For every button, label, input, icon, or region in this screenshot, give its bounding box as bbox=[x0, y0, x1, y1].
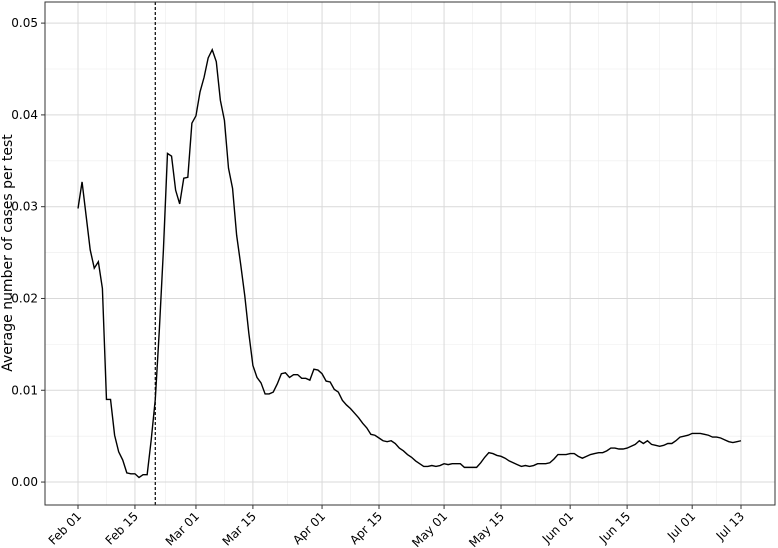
y-tick-label: 0.02 bbox=[11, 291, 38, 305]
x-tick-label: Jun 15 bbox=[596, 509, 633, 546]
x-tick-label: Feb 15 bbox=[103, 509, 141, 547]
plot-border bbox=[44, 1, 776, 506]
plot-panel bbox=[45, 2, 775, 505]
x-tick-label: Jul 13 bbox=[713, 509, 747, 543]
y-tick-label: 0.03 bbox=[11, 200, 38, 214]
x-tick-label: Jun 01 bbox=[539, 509, 576, 546]
x-tick-label: Apr 01 bbox=[290, 509, 328, 547]
x-tick-label: Jul 01 bbox=[664, 509, 698, 543]
x-tick-label: May 15 bbox=[466, 509, 507, 548]
y-tick-label: 0.01 bbox=[11, 383, 38, 397]
data-line bbox=[77, 47, 742, 479]
y-tick-label: 0.00 bbox=[11, 475, 38, 489]
x-tick-label: Feb 01 bbox=[46, 509, 84, 547]
x-tick-label: May 01 bbox=[409, 509, 450, 548]
x-tick-label: Mar 01 bbox=[163, 509, 202, 548]
y-tick-label: 0.04 bbox=[11, 108, 38, 122]
x-tick-label: Apr 15 bbox=[347, 509, 385, 547]
x-tick-label: Mar 15 bbox=[220, 509, 259, 548]
y-tick-label: 0.05 bbox=[11, 16, 38, 30]
y-axis-title: Average number of cases per test bbox=[0, 134, 16, 372]
